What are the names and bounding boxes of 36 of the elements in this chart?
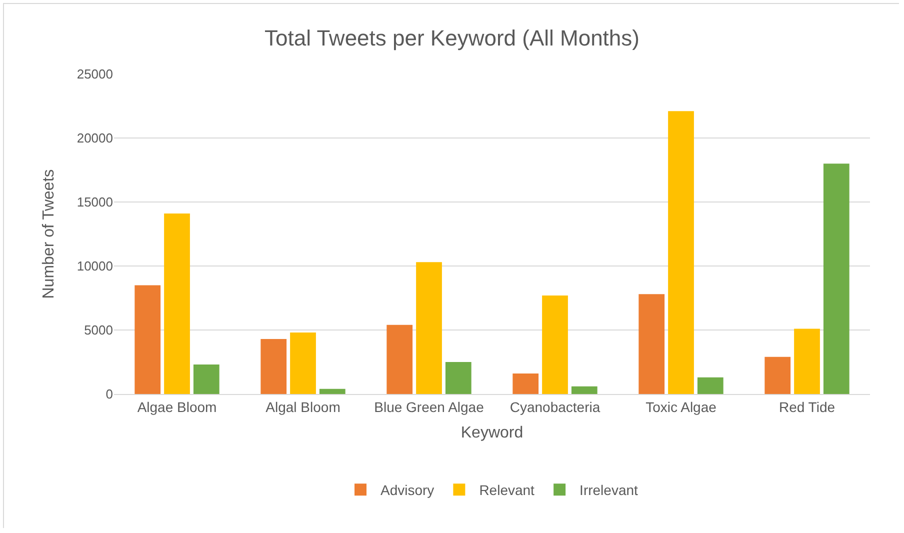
- y-tick-label: 5000: [84, 322, 113, 338]
- x-axis-title: Keyword: [460, 424, 524, 442]
- y-tick-label: 25000: [76, 66, 113, 82]
- x-tick-label: Red Tide: [778, 398, 836, 415]
- bar: [164, 214, 190, 394]
- bar: [668, 111, 694, 394]
- bar: [290, 332, 316, 394]
- bar: [260, 338, 287, 394]
- bar: [134, 285, 161, 394]
- chart-title: Total Tweets per Keyword (All Months): [264, 26, 640, 51]
- x-tick-label: Algae Bloom: [137, 398, 217, 415]
- bar: [823, 164, 850, 394]
- bar: [794, 328, 820, 394]
- bar: [542, 295, 568, 394]
- legend-label: Advisory: [380, 482, 434, 498]
- x-tick-label: Blue Green Algae: [374, 398, 484, 415]
- bar: [386, 324, 413, 394]
- y-tick-label: 15000: [76, 194, 113, 210]
- y-axis-title: Number of Tweets: [40, 169, 58, 299]
- bar: [416, 262, 442, 394]
- bar: [571, 386, 598, 394]
- bar: [512, 374, 539, 394]
- legend-label: Irrelevant: [580, 482, 638, 498]
- bar: [445, 362, 472, 394]
- x-tick-label: Toxic Algae: [646, 398, 717, 415]
- bar: [319, 388, 346, 394]
- bar: [638, 294, 665, 394]
- legend-label: Relevant: [479, 482, 535, 498]
- bar: [697, 377, 724, 394]
- y-tick-label: 10000: [76, 258, 113, 274]
- bar: [764, 356, 791, 394]
- x-tick-label: Cyanobacteria: [510, 398, 600, 415]
- bar: [193, 364, 220, 394]
- y-tick-label: 20000: [76, 130, 113, 146]
- y-tick-label: 0: [106, 386, 113, 402]
- x-tick-label: Algal Bloom: [266, 398, 340, 415]
